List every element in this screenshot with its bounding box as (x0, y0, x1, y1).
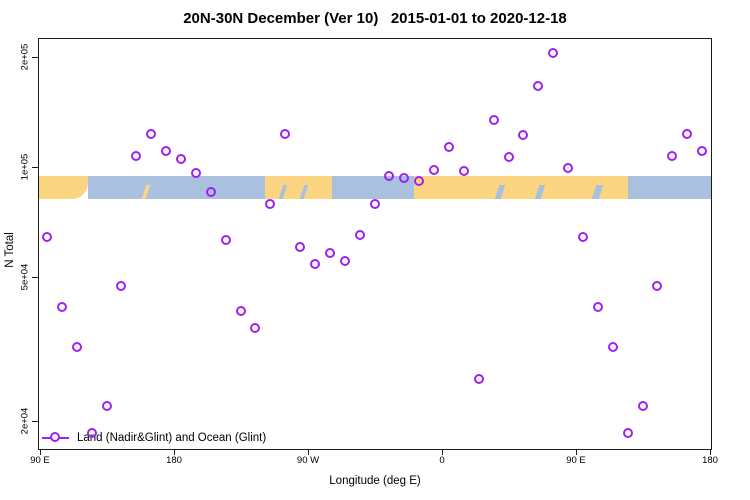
x-tick-mark (576, 449, 577, 455)
x-tick-label: 90 E (30, 455, 50, 466)
data-point (369, 198, 380, 209)
band-segment-land (264, 176, 332, 199)
band-segment-ocean (331, 176, 414, 199)
data-point (577, 232, 588, 243)
band-segment-land (39, 176, 88, 199)
data-point (190, 167, 201, 178)
legend: Land (Nadir&Glint) and Ocean (Glint) (42, 431, 266, 444)
data-point (161, 146, 172, 157)
x-tick-mark (174, 449, 175, 455)
y-tick-label: 2e+05 (19, 44, 31, 71)
data-point (146, 128, 157, 139)
data-point (429, 164, 440, 175)
data-point (175, 153, 186, 164)
data-point (637, 400, 648, 411)
data-point (458, 166, 469, 177)
chart-title: 20N-30N December (Ver 10) 2015-01-01 to … (183, 10, 567, 27)
data-point (563, 163, 574, 174)
data-point (280, 128, 291, 139)
data-point (667, 150, 678, 161)
x-tick-label: 90 W (296, 455, 320, 466)
data-point (235, 306, 246, 317)
data-point (592, 302, 603, 313)
data-point (607, 341, 618, 352)
data-point (399, 172, 410, 183)
data-point (295, 242, 306, 253)
data-point (265, 198, 276, 209)
data-point (414, 176, 425, 187)
y-tick-label: 2e+04 (19, 408, 31, 435)
y-tick-mark (32, 276, 38, 278)
y-tick-label: 1e+05 (19, 153, 31, 181)
data-point (682, 128, 693, 139)
legend-circle-icon (50, 432, 60, 442)
data-point (488, 115, 499, 126)
data-point (697, 146, 708, 157)
x-axis-label: Longitude (deg E) (329, 475, 421, 487)
data-point (354, 229, 365, 240)
x-tick-label: 0 (439, 455, 445, 466)
data-point (339, 256, 350, 266)
plot-area: Land (Nadir&Glint) and Ocean (Glint) 2e+… (20, 38, 718, 466)
data-point (101, 400, 112, 411)
x-tick-mark (442, 449, 443, 455)
data-point (503, 152, 514, 163)
legend-label: Land (Nadir&Glint) and Ocean (Glint) (77, 431, 267, 444)
data-point (548, 48, 559, 59)
data-point (41, 232, 52, 243)
data-point (533, 81, 544, 92)
data-point (622, 428, 633, 439)
data-point (131, 150, 142, 161)
data-point (205, 187, 216, 198)
data-point (220, 234, 231, 245)
data-point (384, 171, 395, 182)
data-point (324, 247, 335, 258)
y-tick-mark (32, 421, 38, 423)
y-tick-label: 5e+04 (19, 263, 31, 290)
data-point (443, 142, 454, 153)
data-point (518, 130, 529, 141)
y-tick-mark (32, 167, 38, 168)
data-point (309, 258, 320, 269)
data-point (86, 428, 97, 439)
y-tick-mark (32, 57, 38, 59)
x-tick-label: 180 (166, 455, 182, 466)
data-point (116, 280, 127, 291)
map-band (39, 176, 711, 199)
x-tick-label: 90 E (566, 455, 586, 466)
y-axis-label: N Total (4, 232, 16, 268)
data-point (652, 280, 663, 291)
x-tick-mark (710, 449, 711, 455)
band-segment-land (413, 176, 629, 199)
data-point (71, 341, 82, 352)
data-point (473, 374, 484, 385)
data-point (56, 302, 67, 313)
data-point (250, 323, 261, 333)
legend-marker-icon (42, 431, 69, 444)
x-tick-label: 180 (702, 455, 718, 466)
x-tick-mark (308, 449, 309, 455)
band-segment-ocean (628, 176, 711, 199)
band-segment-ocean (87, 176, 265, 199)
x-tick-mark (40, 449, 41, 455)
